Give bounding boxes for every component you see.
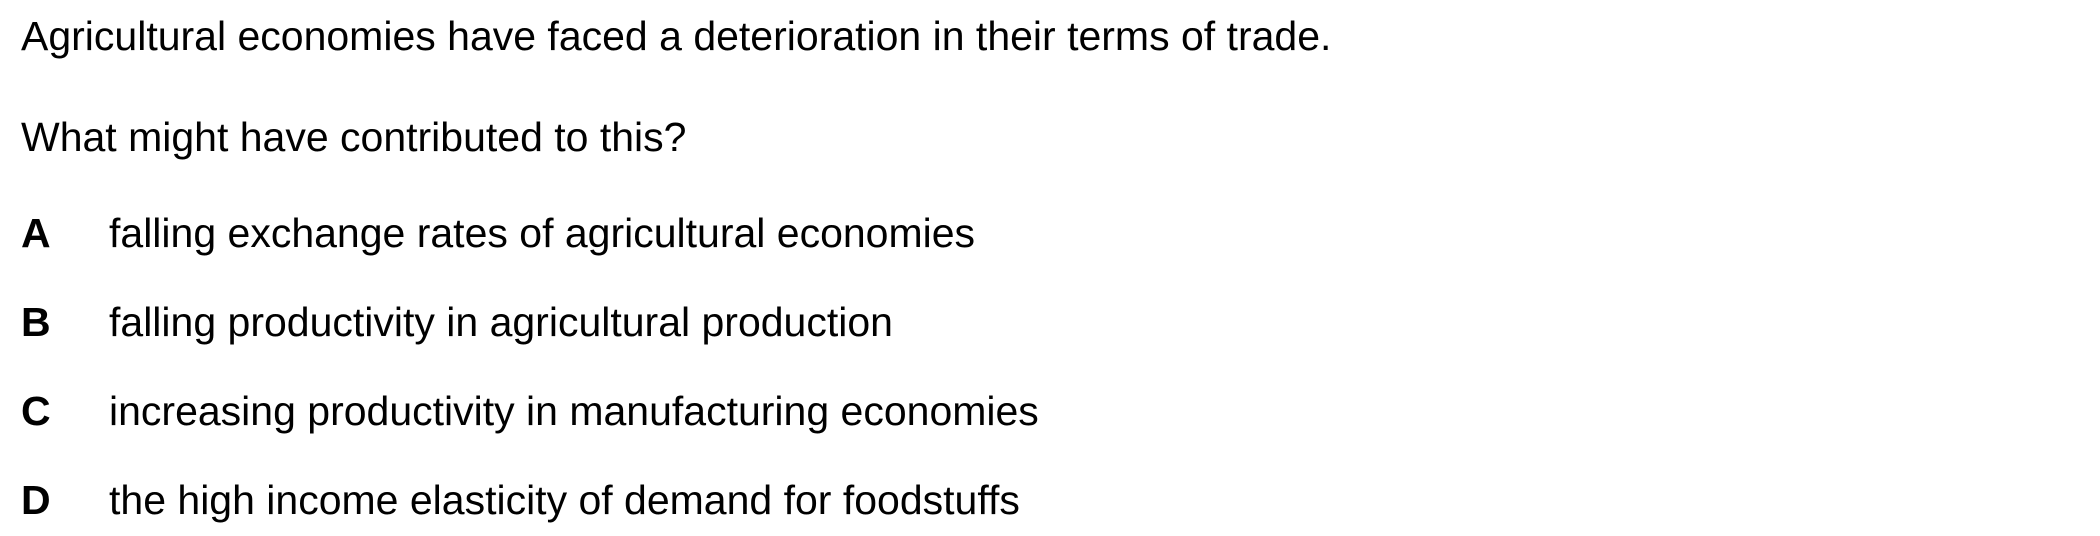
option-text: the high income elasticity of demand for… [109,476,1020,523]
option-letter: B [21,298,51,345]
option-b[interactable]: B falling productivity in agricultural p… [21,296,893,348]
option-letter: D [21,476,51,523]
option-a[interactable]: A falling exchange rates of agricultural… [21,207,975,259]
option-text: increasing productivity in manufacturing… [109,387,1039,434]
option-letter: A [21,209,51,256]
question-stem: Agricultural economies have faced a dete… [21,13,1332,59]
option-letter: C [21,387,51,434]
option-text: falling exchange rates of agricultural e… [109,209,976,256]
option-text: falling productivity in agricultural pro… [109,298,893,345]
option-d[interactable]: D the high income elasticity of demand f… [21,474,1020,526]
question-prompt: What might have contributed to this? [21,114,687,160]
option-c[interactable]: C increasing productivity in manufacturi… [21,385,1039,437]
